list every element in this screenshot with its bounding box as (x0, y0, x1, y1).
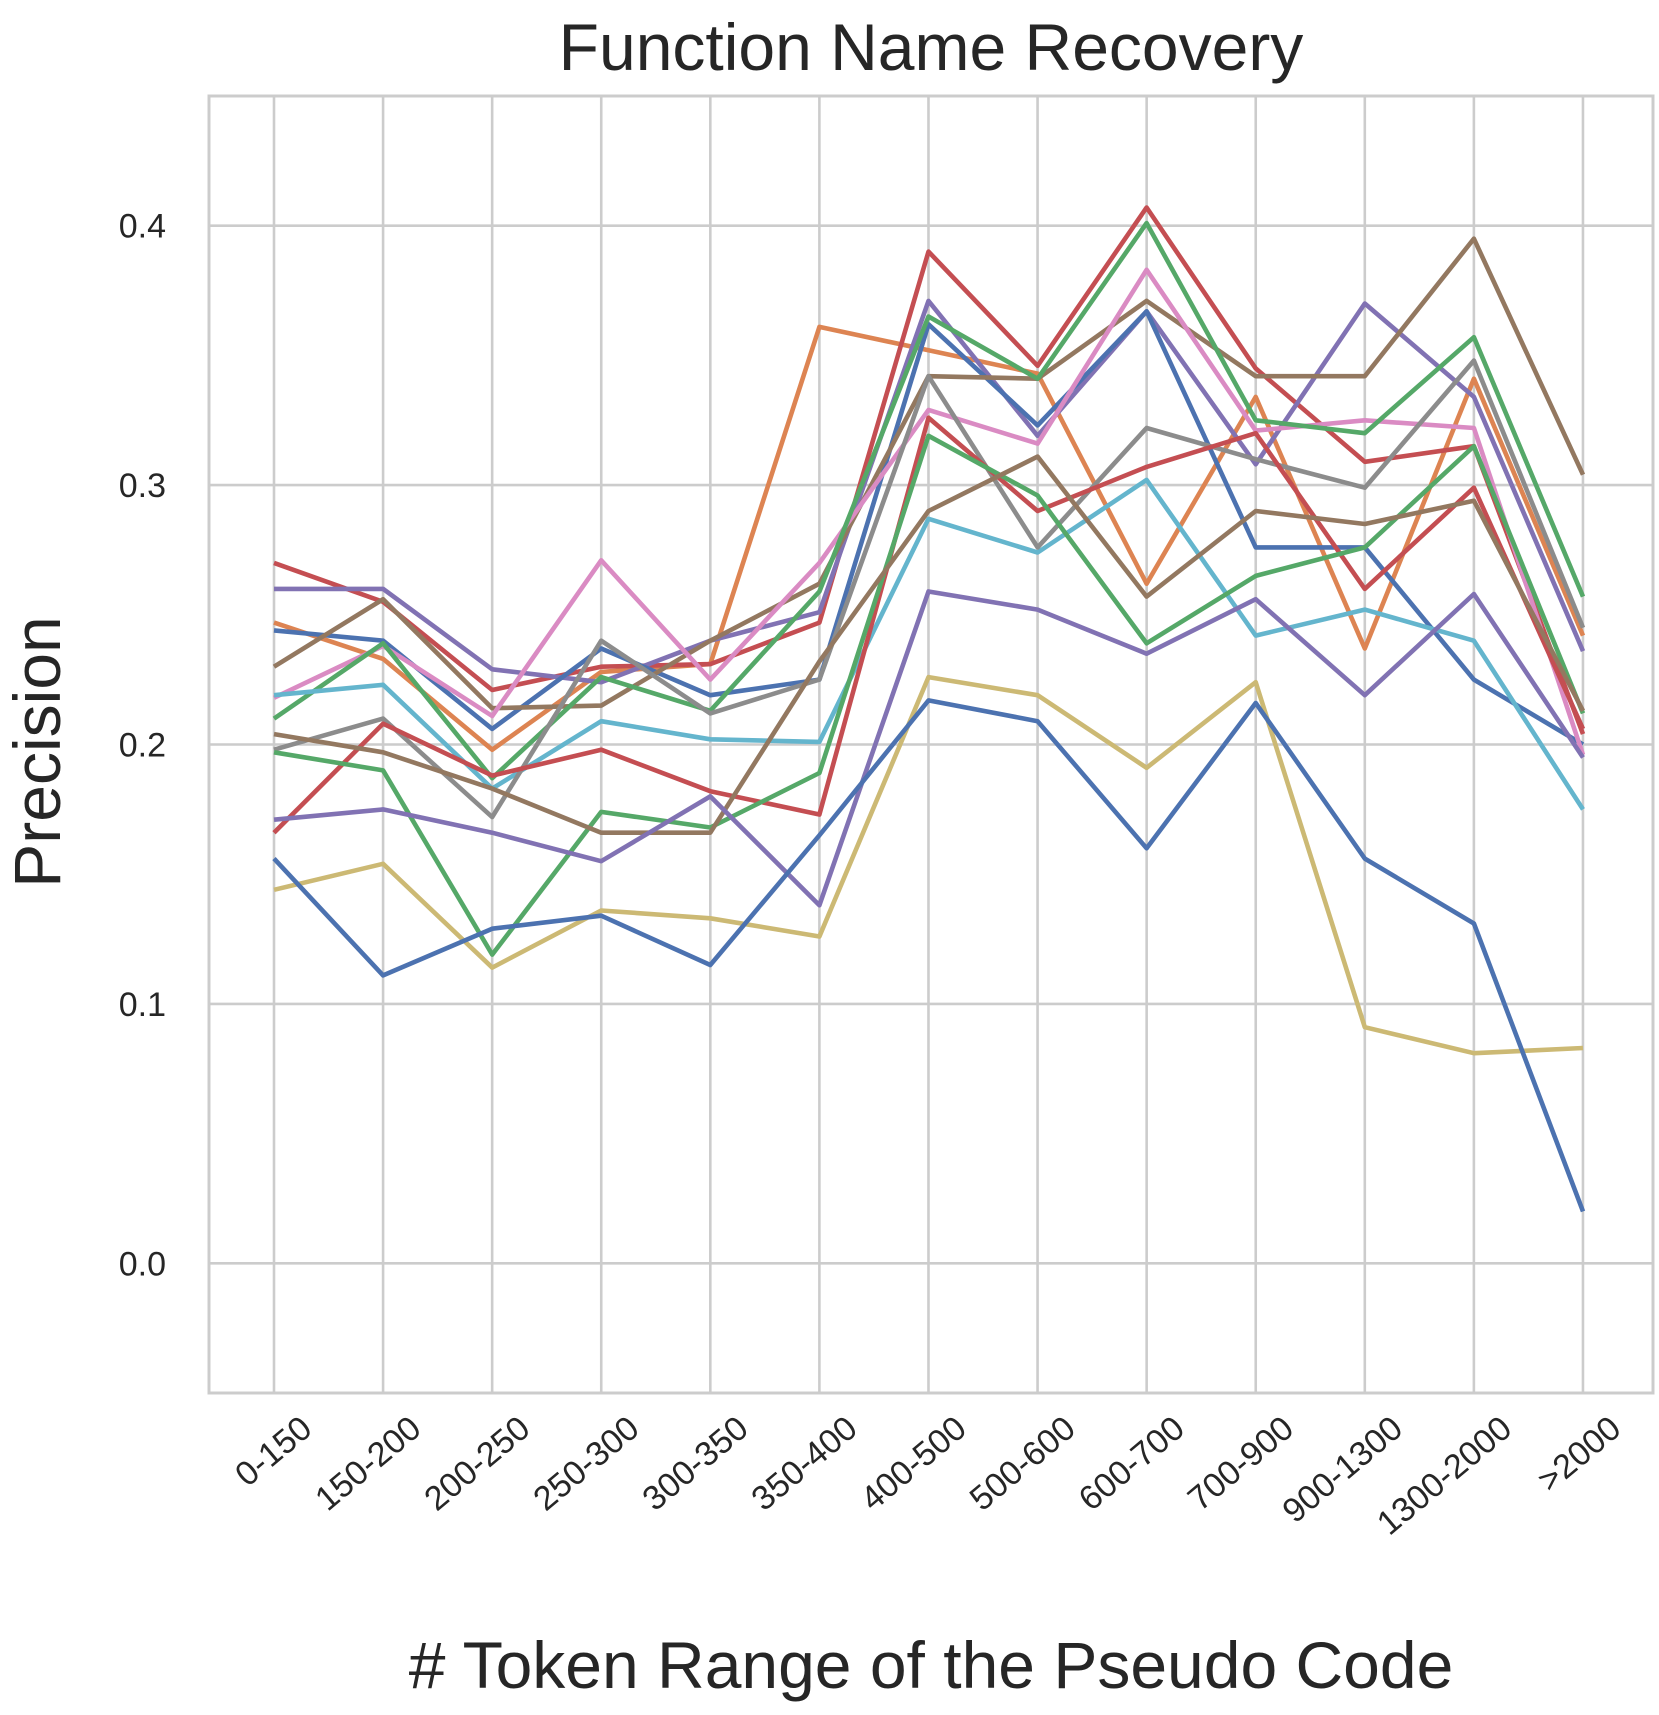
chart-title: Function Name Recovery (559, 10, 1304, 84)
series-line-15 (272, 698, 1586, 1213)
series-line-9 (273, 358, 1586, 820)
y-tick-label: 0.1 (119, 986, 166, 1024)
y-axis-label: Precision (0, 616, 74, 887)
plot-frame (207, 94, 1655, 1395)
series-line-13 (273, 589, 1585, 908)
series-line-11 (273, 433, 1586, 957)
y-tick-label: 0.4 (119, 208, 166, 246)
series-line-14 (273, 674, 1584, 1056)
series-line-3 (274, 298, 1586, 685)
series-group (272, 205, 1586, 1213)
series-line-6 (273, 267, 1586, 756)
grid (209, 96, 1653, 1393)
x-axis-label: # Token Range of the Pseudo Code (409, 1628, 1454, 1702)
y-tick-labels: 0.0 0.1 0.2 0.3 0.4 (119, 208, 166, 1284)
series-line-2 (273, 205, 1586, 735)
y-tick-label: 0.3 (119, 467, 166, 505)
series-line-10 (272, 415, 1586, 835)
series-line-7 (272, 220, 1586, 781)
series-line-1 (273, 324, 1586, 753)
y-tick-label: 0.2 (119, 727, 166, 765)
series-line-12 (273, 454, 1586, 836)
y-tick-label: 0.0 (119, 1245, 166, 1283)
